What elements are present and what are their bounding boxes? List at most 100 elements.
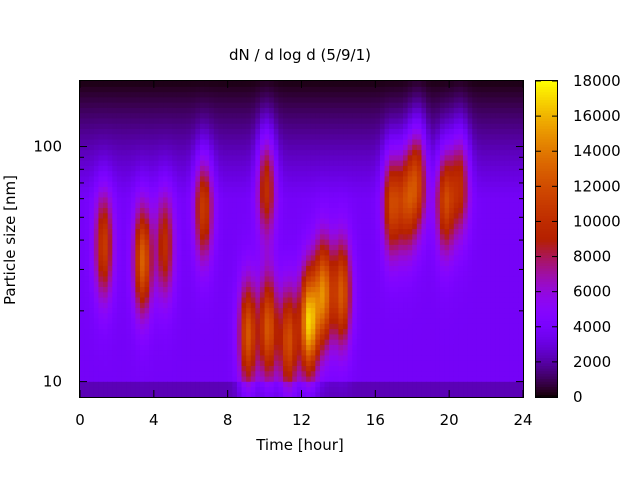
heatmap-cell bbox=[181, 154, 187, 161]
heatmap-cell bbox=[176, 107, 183, 114]
heatmap-cell bbox=[273, 291, 280, 298]
heatmap-cell bbox=[186, 275, 192, 282]
heatmap-cell bbox=[204, 244, 210, 251]
heatmap-cell bbox=[301, 249, 307, 256]
heatmap-cell bbox=[195, 323, 201, 330]
heatmap-cell bbox=[130, 328, 136, 335]
heatmap-cell bbox=[366, 112, 372, 119]
heatmap-cell bbox=[209, 154, 215, 161]
heatmap-cell bbox=[416, 386, 423, 393]
heatmap-cell bbox=[398, 328, 404, 335]
heatmap-cell bbox=[310, 186, 316, 193]
heatmap-cell bbox=[301, 144, 307, 151]
heatmap-cell bbox=[273, 228, 280, 235]
heatmap-cell bbox=[89, 244, 95, 251]
heatmap-cell bbox=[343, 117, 349, 124]
heatmap-cell bbox=[172, 202, 178, 208]
heatmap-cell bbox=[338, 275, 344, 282]
heatmap-cell bbox=[352, 196, 358, 203]
heatmap-cell bbox=[167, 223, 173, 230]
heatmap-cell bbox=[435, 333, 441, 340]
heatmap-cell bbox=[144, 375, 150, 382]
heatmap-cell bbox=[199, 228, 206, 235]
heatmap-cell bbox=[153, 207, 160, 214]
heatmap-cell bbox=[278, 318, 284, 324]
heatmap-cell bbox=[130, 260, 136, 266]
heatmap-cell bbox=[458, 144, 464, 151]
heatmap-cell bbox=[103, 328, 109, 335]
heatmap-cell bbox=[116, 344, 123, 351]
heatmap-cell bbox=[130, 165, 136, 172]
heatmap-cell bbox=[439, 318, 446, 324]
heatmap-cell bbox=[324, 260, 330, 266]
heatmap-cell bbox=[430, 360, 436, 366]
heatmap-cell bbox=[126, 81, 132, 87]
heatmap-cell bbox=[84, 96, 90, 103]
heatmap-cell bbox=[213, 375, 220, 382]
heatmap-cell bbox=[361, 386, 367, 393]
heatmap-cell bbox=[439, 217, 446, 224]
heatmap-cell bbox=[135, 386, 141, 393]
heatmap-cell bbox=[236, 86, 243, 93]
heatmap-cell bbox=[199, 239, 206, 245]
heatmap-cell bbox=[246, 149, 252, 156]
heatmap-cell bbox=[213, 281, 220, 287]
heatmap-cell bbox=[278, 144, 284, 151]
heatmap-cell bbox=[333, 354, 340, 361]
heatmap-cell bbox=[273, 365, 280, 372]
heatmap-cell bbox=[158, 370, 164, 377]
heatmap-cell bbox=[218, 175, 224, 182]
heatmap-cell bbox=[453, 249, 459, 256]
heatmap-cell bbox=[218, 244, 224, 251]
heatmap-cell bbox=[403, 81, 409, 87]
heatmap-cell bbox=[343, 223, 349, 230]
heatmap-cell bbox=[389, 333, 395, 340]
heatmap-cell bbox=[273, 270, 280, 277]
heatmap-cell bbox=[264, 160, 270, 166]
heatmap-cell bbox=[273, 275, 280, 282]
heatmap-cell bbox=[80, 286, 86, 293]
heatmap-cell bbox=[393, 307, 399, 314]
heatmap-cell bbox=[375, 154, 381, 161]
heatmap-cell bbox=[236, 133, 243, 140]
heatmap-cell bbox=[375, 196, 381, 203]
heatmap-cell bbox=[301, 318, 307, 324]
heatmap-cell bbox=[407, 244, 413, 251]
heatmap-cell bbox=[93, 223, 100, 230]
heatmap-cell bbox=[269, 86, 275, 93]
heatmap-cell bbox=[292, 381, 298, 388]
heatmap-cell bbox=[176, 196, 183, 203]
heatmap-cell bbox=[416, 254, 423, 261]
heatmap-cell bbox=[453, 270, 459, 277]
heatmap-cell bbox=[426, 360, 432, 366]
heatmap-cell bbox=[283, 354, 289, 361]
heatmap-cell bbox=[352, 191, 358, 198]
heatmap-cell bbox=[333, 160, 340, 166]
heatmap-cell bbox=[186, 370, 192, 377]
heatmap-cell bbox=[255, 339, 261, 345]
heatmap-cell bbox=[195, 344, 201, 351]
heatmap-cell bbox=[107, 223, 113, 230]
heatmap-cell bbox=[144, 354, 150, 361]
heatmap-cell bbox=[412, 281, 418, 287]
heatmap-cell bbox=[361, 381, 367, 388]
heatmap-cell bbox=[329, 144, 335, 151]
heatmap-cell bbox=[379, 370, 386, 377]
heatmap-cell bbox=[264, 318, 270, 324]
heatmap-cell bbox=[153, 107, 160, 114]
heatmap-cell bbox=[453, 391, 459, 398]
heatmap-cell bbox=[333, 186, 340, 193]
heatmap-cell bbox=[398, 307, 404, 314]
heatmap-cell bbox=[232, 207, 238, 214]
heatmap-cell bbox=[416, 265, 423, 272]
heatmap-cell bbox=[315, 265, 321, 272]
heatmap-cell bbox=[241, 112, 247, 119]
heatmap-cell bbox=[416, 323, 423, 330]
heatmap-cell bbox=[384, 354, 390, 361]
heatmap-cell bbox=[343, 370, 349, 377]
heatmap-cell bbox=[283, 291, 289, 298]
heatmap-cell bbox=[158, 81, 164, 87]
heatmap-cell bbox=[449, 386, 455, 393]
heatmap-cell bbox=[430, 165, 436, 172]
